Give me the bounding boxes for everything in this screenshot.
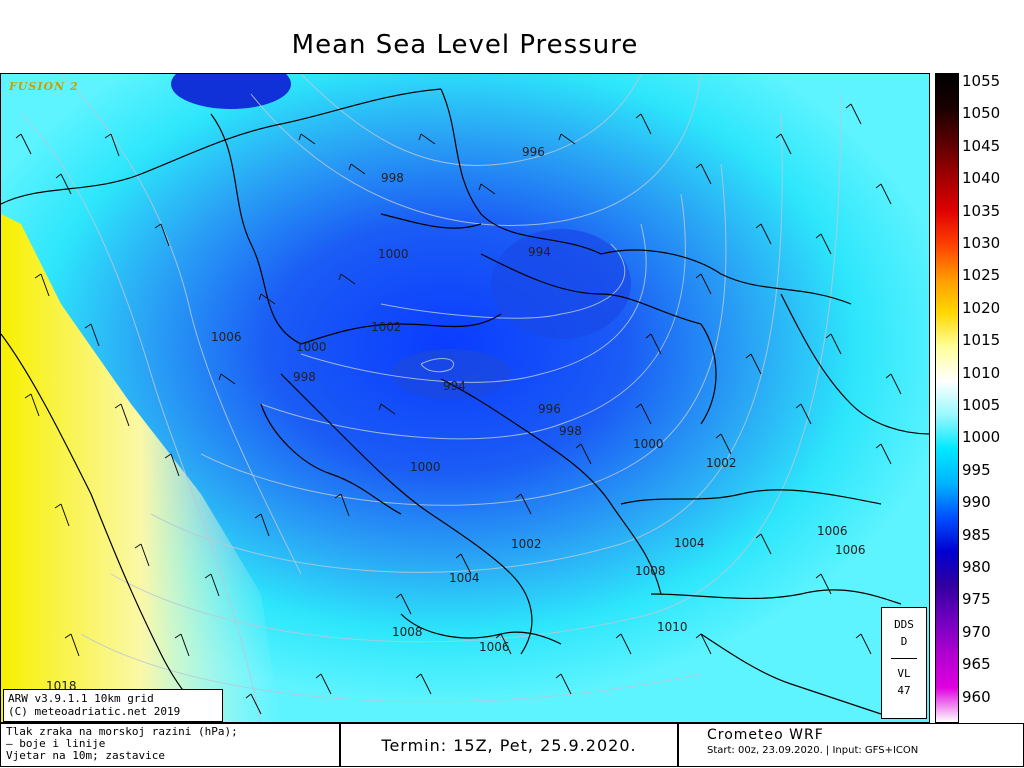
adriatic-low-region xyxy=(391,349,511,399)
footer: Tlak zraka na morskoj razini (hPa); — bo… xyxy=(0,723,1024,768)
scale-label: 1045 xyxy=(962,136,1001,155)
isobar-label: 1002 xyxy=(706,456,737,470)
isobar-label: 994 xyxy=(528,245,551,259)
scale-label: 1050 xyxy=(962,104,1001,123)
isobar-label: 1008 xyxy=(635,564,666,578)
scale-label: 1000 xyxy=(962,428,1001,447)
legend-line-2: — boje i linije xyxy=(6,737,106,750)
coastlines-borders xyxy=(1,88,929,722)
copyright-line: (C) meteoadriatic.net 2019 xyxy=(8,705,181,718)
isobar-labels: 996 998 994 1000 1006 1002 1000 998 994 … xyxy=(46,145,866,693)
scale-label: 1025 xyxy=(962,266,1001,285)
north-low-region xyxy=(171,74,291,109)
isobar-label: 996 xyxy=(522,145,545,159)
isobar-label: 1006 xyxy=(479,640,510,654)
model-info-line: ARW v3.9.1.1 10km grid xyxy=(8,692,154,705)
dds-label: DDS xyxy=(894,618,914,631)
scale-label: 1040 xyxy=(962,169,1001,188)
isobar-label: 1006 xyxy=(211,330,242,344)
isobar-label: 998 xyxy=(559,424,582,438)
scale-label: 1035 xyxy=(962,201,1001,220)
map-title: Mean Sea Level Pressure xyxy=(291,30,639,60)
scale-label: 1020 xyxy=(962,298,1001,317)
scale-label: 985 xyxy=(962,525,991,544)
isobar-label: 1004 xyxy=(449,571,480,585)
vl-label: VL xyxy=(897,667,911,680)
scale-label: 965 xyxy=(962,655,991,674)
scale-label: 995 xyxy=(962,460,991,479)
isobar-label: 998 xyxy=(293,370,316,384)
crometeo-title: Crometeo WRF xyxy=(707,727,824,743)
legend-box: Tlak zraka na morskoj razini (hPa); — bo… xyxy=(0,723,340,767)
isobar-label: 1000 xyxy=(296,340,327,354)
scale-label: 975 xyxy=(962,590,991,609)
fusion-label: FUSION 2 xyxy=(9,80,79,93)
dds-value: D xyxy=(900,635,908,648)
isobar-label: 1006 xyxy=(835,543,866,557)
scale-label: 1010 xyxy=(962,363,1001,382)
color-scale-labels: 1055 1050 1045 1040 1035 1030 1025 1020 1015 1010… xyxy=(962,72,1022,723)
isobar-label: 1002 xyxy=(511,537,542,551)
isobar-label: 1002 xyxy=(371,320,402,334)
central-low-region xyxy=(491,229,631,339)
isobars xyxy=(20,74,842,722)
isobar-label: 1010 xyxy=(657,620,688,634)
scale-label: 1030 xyxy=(962,234,1001,252)
color-scale-bar xyxy=(935,73,959,723)
scale-label: 980 xyxy=(962,558,991,576)
scale-label: 990 xyxy=(962,493,991,512)
pressure-map: 996 998 994 1000 1006 1002 1000 998 994 … xyxy=(0,73,930,723)
model-info-box: ARW v3.9.1.1 10km grid (C) meteoadriatic… xyxy=(3,689,223,722)
forecast-term: Termin: 15Z, Pet, 25.9.2020. xyxy=(340,723,678,767)
isobar-label: 1006 xyxy=(817,524,848,538)
isobar-label: 1008 xyxy=(392,625,423,639)
scale-label: 1015 xyxy=(962,331,1001,350)
isobar-label: 994 xyxy=(443,379,466,393)
legend-line-3: Vjetar na 10m; zastavice xyxy=(6,749,165,762)
isobar-label: 998 xyxy=(381,171,404,185)
isobar-label: 1000 xyxy=(410,460,441,474)
dds-separator xyxy=(891,658,917,659)
isobar-label: 1004 xyxy=(674,536,705,550)
crometeo-subtitle: Start: 00z, 23.09.2020. | Input: GFS+ICO… xyxy=(707,745,919,756)
map-canvas: 996 998 994 1000 1006 1002 1000 998 994 … xyxy=(1,74,929,722)
legend-line-1: Tlak zraka na morskoj razini (hPa); xyxy=(6,725,238,738)
scale-label: 1005 xyxy=(962,396,1001,414)
isobar-label: 1000 xyxy=(378,247,409,261)
isobar-label: 996 xyxy=(538,402,561,416)
scale-label: 1055 xyxy=(962,72,1001,90)
isobar-label: 1000 xyxy=(633,437,664,451)
high-pressure-region xyxy=(1,214,281,722)
scale-label: 960 xyxy=(962,687,991,706)
vl-value: 47 xyxy=(897,684,911,697)
dds-box: DDS D VL 47 xyxy=(881,607,927,719)
crometeo-box: Crometeo WRF Start: 00z, 23.09.2020. | I… xyxy=(678,723,1024,767)
wind-barbs xyxy=(15,103,902,715)
scale-label: 970 xyxy=(962,622,991,641)
